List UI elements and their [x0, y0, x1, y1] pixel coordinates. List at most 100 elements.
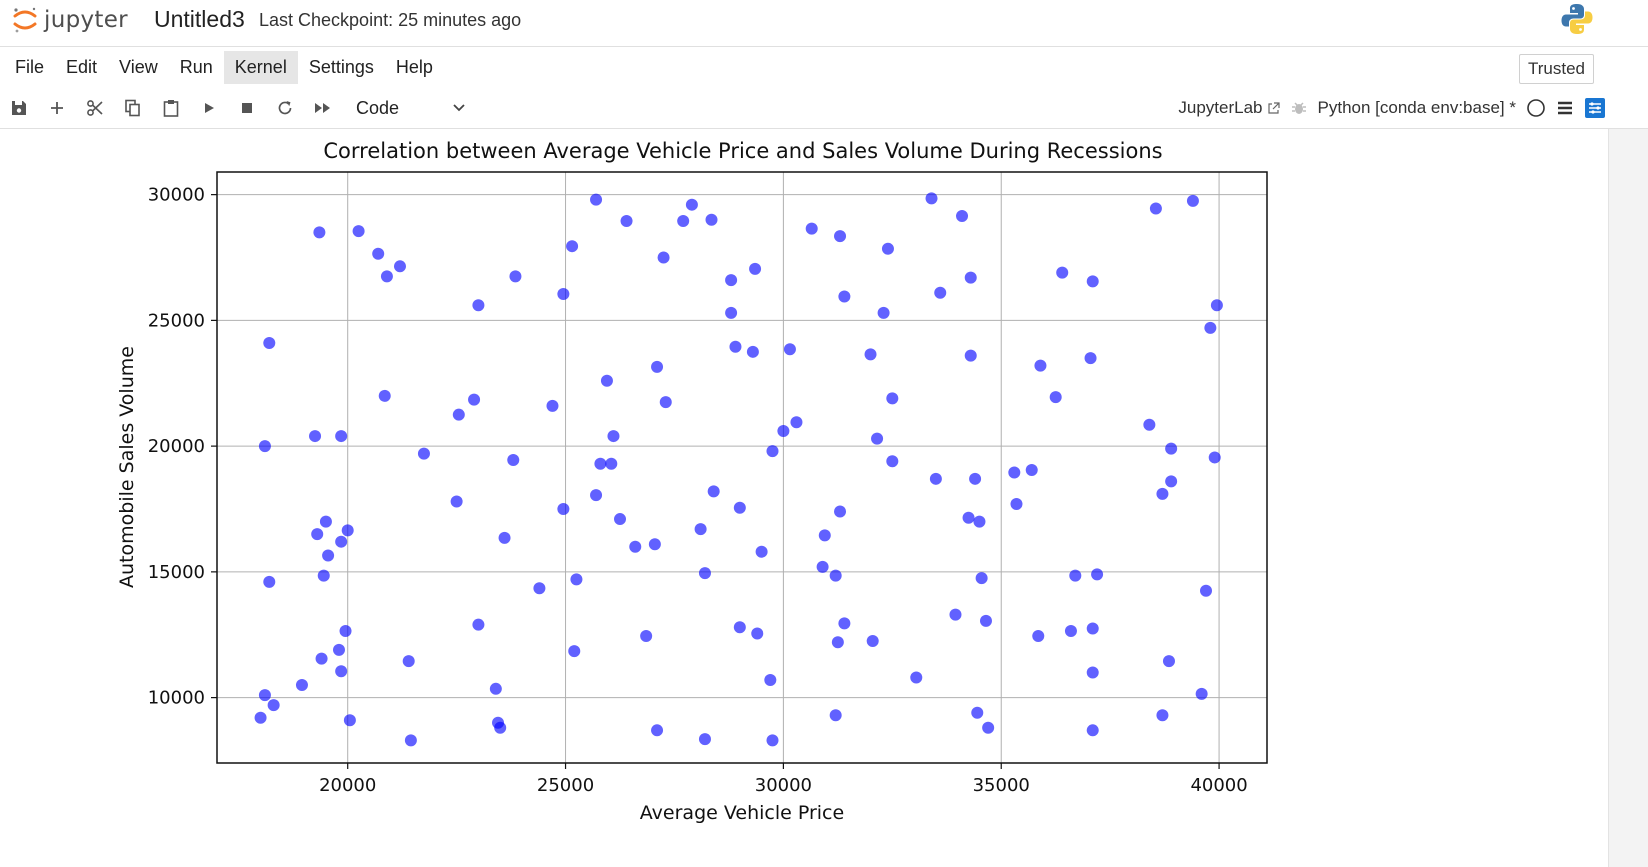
stop-button[interactable]	[228, 92, 266, 124]
scatter-point	[1086, 666, 1099, 679]
scatter-point	[258, 689, 271, 702]
scatter-point	[372, 247, 385, 260]
scatter-point	[877, 306, 890, 319]
scatter-point	[546, 399, 559, 412]
toolbar-divider	[0, 128, 1648, 129]
scatter-point	[1084, 352, 1097, 365]
scatter-point	[1204, 321, 1217, 334]
save-button[interactable]	[0, 92, 38, 124]
scatter-point	[831, 636, 844, 649]
menu-help[interactable]: Help	[395, 56, 433, 77]
scatter-point	[1010, 497, 1023, 510]
scatter-point	[629, 540, 642, 553]
paste-button[interactable]	[152, 92, 190, 124]
x-tick-label: 40000	[1190, 775, 1247, 796]
x-axis-ticks: 20000 25000 30000 35000 40000	[319, 763, 1248, 796]
property-inspector-icon[interactable]	[1584, 97, 1606, 119]
scatter-point	[1086, 275, 1099, 288]
debugger-bug-icon[interactable]	[1290, 99, 1308, 117]
scatter-point	[341, 524, 354, 537]
scatter-point	[452, 408, 465, 421]
scatter-point	[498, 531, 511, 544]
scatter-point	[707, 485, 720, 498]
menu-kernel[interactable]: Kernel	[223, 50, 298, 84]
scatter-point	[834, 505, 847, 518]
restart-icon	[278, 101, 292, 115]
scatter-point	[335, 665, 348, 678]
scatter-point	[751, 627, 764, 640]
scatter-point	[1156, 487, 1169, 500]
scatter-point	[929, 472, 942, 485]
y-tick-label: 25000	[148, 310, 205, 331]
scatter-point	[404, 734, 417, 747]
scatter-point	[263, 575, 276, 588]
menu-edit[interactable]: Edit	[66, 56, 98, 77]
add-cell-button[interactable]	[38, 92, 76, 124]
scatter-point	[805, 222, 818, 235]
scatter-point	[746, 345, 759, 358]
scatter-point	[311, 528, 324, 541]
scatter-point	[319, 515, 332, 528]
menu-lines-icon[interactable]	[1556, 99, 1574, 117]
scatter-point	[450, 495, 463, 508]
plot-frame	[216, 171, 1268, 764]
scatter-point	[790, 416, 803, 429]
scatter-point	[973, 515, 986, 528]
scatter-point	[317, 569, 330, 582]
scatter-point	[378, 389, 391, 402]
trusted-button[interactable]: Trusted	[1518, 54, 1594, 84]
scatter-point	[677, 215, 690, 228]
scatter-point	[651, 724, 664, 737]
scatter-point	[1056, 266, 1069, 279]
scatter-point	[698, 567, 711, 580]
scatter-point	[607, 430, 620, 443]
scatter-point	[557, 287, 570, 300]
scatter-point	[783, 343, 796, 356]
kernel-status-circle-icon	[1527, 99, 1545, 117]
add-icon	[51, 102, 63, 114]
scatter-point	[309, 430, 322, 443]
jupyterlab-link[interactable]: JupyterLab	[1178, 98, 1280, 118]
scatter-point	[566, 240, 579, 253]
scatter-point	[1165, 442, 1178, 455]
scatter-point	[657, 251, 670, 264]
jupyter-logo[interactable]: jupyter	[12, 2, 128, 38]
scatter-point	[352, 225, 365, 238]
kernel-name[interactable]: Python [conda env:base] *	[1317, 98, 1516, 117]
x-axis-label: Average Vehicle Price	[640, 802, 844, 824]
scatter-point	[1200, 584, 1213, 597]
scatter-point	[1025, 464, 1038, 477]
scatter-point	[749, 262, 762, 275]
run-all-button[interactable]	[304, 92, 342, 124]
scatter-point	[258, 440, 271, 453]
notebook-toolbar: Code JupyterLab Python [conda env:base] …	[0, 92, 1648, 124]
scatter-point	[1195, 687, 1208, 700]
restart-button[interactable]	[266, 92, 304, 124]
copy-icon	[125, 99, 140, 117]
menu-file[interactable]: File	[15, 56, 45, 77]
menu-run[interactable]: Run	[179, 56, 213, 77]
scatter-point	[1091, 568, 1104, 581]
notebook-title[interactable]: Untitled3	[154, 6, 245, 32]
scatter-point	[594, 457, 607, 470]
y-axis-ticks: 10000 15000 20000 25000 30000	[148, 185, 217, 709]
cut-button[interactable]	[76, 92, 114, 124]
scatter-point	[568, 645, 581, 658]
run-button[interactable]	[190, 92, 228, 124]
scatter-point	[969, 472, 982, 485]
menu-settings[interactable]: Settings	[308, 56, 374, 77]
scatter-point	[570, 573, 583, 586]
scatter-point	[729, 340, 742, 353]
y-tick-label: 15000	[148, 562, 205, 583]
vertical-scrollbar[interactable]	[1608, 129, 1648, 867]
x-tick-label: 30000	[755, 775, 812, 796]
menu-view[interactable]: View	[119, 56, 158, 77]
scatter-point	[818, 529, 831, 542]
cell-type-select[interactable]: Code	[356, 98, 466, 119]
copy-button[interactable]	[114, 92, 152, 124]
scatter-point	[838, 617, 851, 630]
chart-title: Correlation between Average Vehicle Pric…	[323, 139, 1162, 163]
scatter-point	[971, 706, 984, 719]
scatter-point	[886, 455, 899, 468]
scatter-point	[494, 721, 507, 734]
